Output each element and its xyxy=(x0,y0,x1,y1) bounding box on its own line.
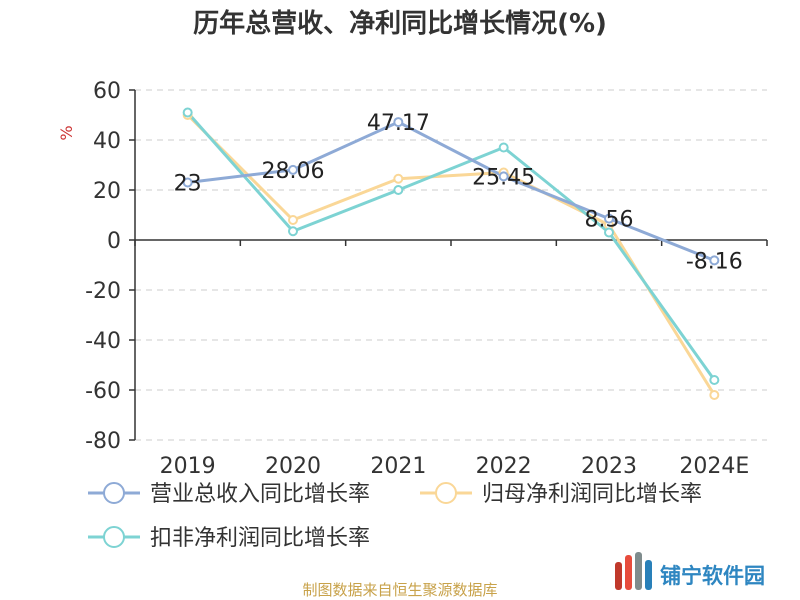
data-label: 47.17 xyxy=(367,111,430,136)
legend-swatch-marker xyxy=(103,526,125,548)
y-tick-label: 20 xyxy=(93,179,121,204)
data-label: 28.06 xyxy=(262,159,325,184)
logo-text: 铺宁软件园 xyxy=(660,564,765,588)
data-point xyxy=(604,213,614,224)
legend-item[interactable]: 营业总收入同比增长率 xyxy=(88,482,370,507)
legend-swatch-marker xyxy=(103,482,125,504)
y-tick-label: -20 xyxy=(85,279,121,304)
data-point xyxy=(709,375,720,385)
brand-logo: 铺宁软件园 xyxy=(615,552,765,590)
data-point xyxy=(709,390,720,400)
legend-item[interactable]: 扣非净利润同比增长率 xyxy=(88,526,370,551)
data-point xyxy=(393,173,404,184)
x-tick-label: 2023 xyxy=(581,454,637,479)
y-tick-label: -60 xyxy=(85,379,121,404)
x-tick-label: 2021 xyxy=(370,454,426,479)
logo-bar xyxy=(645,560,652,590)
x-tick-label: 2019 xyxy=(160,454,216,479)
logo-bar xyxy=(615,562,622,590)
data-point xyxy=(709,255,720,266)
data-point xyxy=(182,107,193,118)
data-point xyxy=(393,117,404,128)
data-labels: 23 28.06 47.17 25.45 8.56 -8.16 xyxy=(174,111,743,274)
data-point xyxy=(288,164,298,175)
legend-label: 营业总收入同比增长率 xyxy=(150,482,370,507)
legend-label: 扣非净利润同比增长率 xyxy=(150,526,370,551)
series-line xyxy=(186,113,716,396)
data-point xyxy=(604,227,614,238)
logo-bar xyxy=(625,555,632,590)
legend-item[interactable]: 归母净利润同比增长率 xyxy=(420,482,702,507)
y-axis-unit: % xyxy=(57,125,76,140)
logo-bar xyxy=(635,552,642,590)
series-line xyxy=(187,120,715,262)
y-tick-label: -40 xyxy=(85,329,121,354)
y-tick-label: 0 xyxy=(107,229,121,254)
legend-label: 归母净利润同比增长率 xyxy=(482,482,702,507)
data-label: -8.16 xyxy=(686,249,743,274)
source-note: 制图数据来自恒生聚源数据库 xyxy=(302,581,497,599)
data-point xyxy=(288,226,298,237)
data-point xyxy=(393,185,404,195)
data-point xyxy=(288,215,298,225)
series-line xyxy=(186,111,716,381)
legend-swatch-marker xyxy=(435,482,457,504)
data-point xyxy=(498,171,509,182)
data-label: 23 xyxy=(174,172,202,197)
y-tick-label: 60 xyxy=(93,79,121,104)
grid-lines: 60 40 20 0 -20 -40 -60 -80 xyxy=(85,79,767,454)
data-label: 8.56 xyxy=(585,208,634,233)
x-tick-label: 2022 xyxy=(476,454,532,479)
data-label: 25.45 xyxy=(472,165,535,190)
y-tick-label: -80 xyxy=(85,429,121,454)
data-point xyxy=(498,142,509,153)
chart-title: 历年总营收、净利同比增长情况(%) xyxy=(193,8,607,39)
data-point xyxy=(182,177,193,188)
x-tick-label: 2020 xyxy=(265,454,321,479)
y-tick-label: 40 xyxy=(93,129,121,154)
series-lines xyxy=(182,107,720,400)
x-tick-label: 2024E xyxy=(679,454,749,479)
